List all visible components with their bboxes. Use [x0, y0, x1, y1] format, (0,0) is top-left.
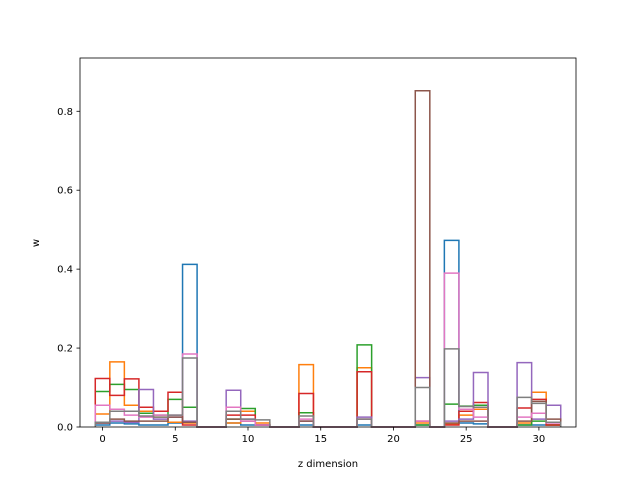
y-tick-label: 0.6 [57, 186, 73, 197]
y-tick-label: 0.2 [57, 344, 73, 355]
y-tick-label: 0.4 [57, 265, 73, 276]
x-tick-label: 25 [460, 434, 473, 445]
y-tick-label: 0.8 [57, 107, 73, 118]
x-tick-label: 15 [314, 434, 327, 445]
x-tick-label: 5 [172, 434, 178, 445]
x-axis-label: z dimension [298, 459, 358, 470]
x-tick-label: 0 [99, 434, 105, 445]
x-tick-label: 10 [242, 434, 255, 445]
axes: 0 5 10 15 20 25 30 0.0 0.2 0.4 0.6 0.8 [57, 57, 577, 445]
y-tick-label: 0.0 [57, 423, 73, 434]
axes-frame [79, 57, 577, 428]
x-tick-label: 30 [533, 434, 546, 445]
x-tick-label: 20 [387, 434, 400, 445]
y-axis-label: w [31, 239, 42, 247]
